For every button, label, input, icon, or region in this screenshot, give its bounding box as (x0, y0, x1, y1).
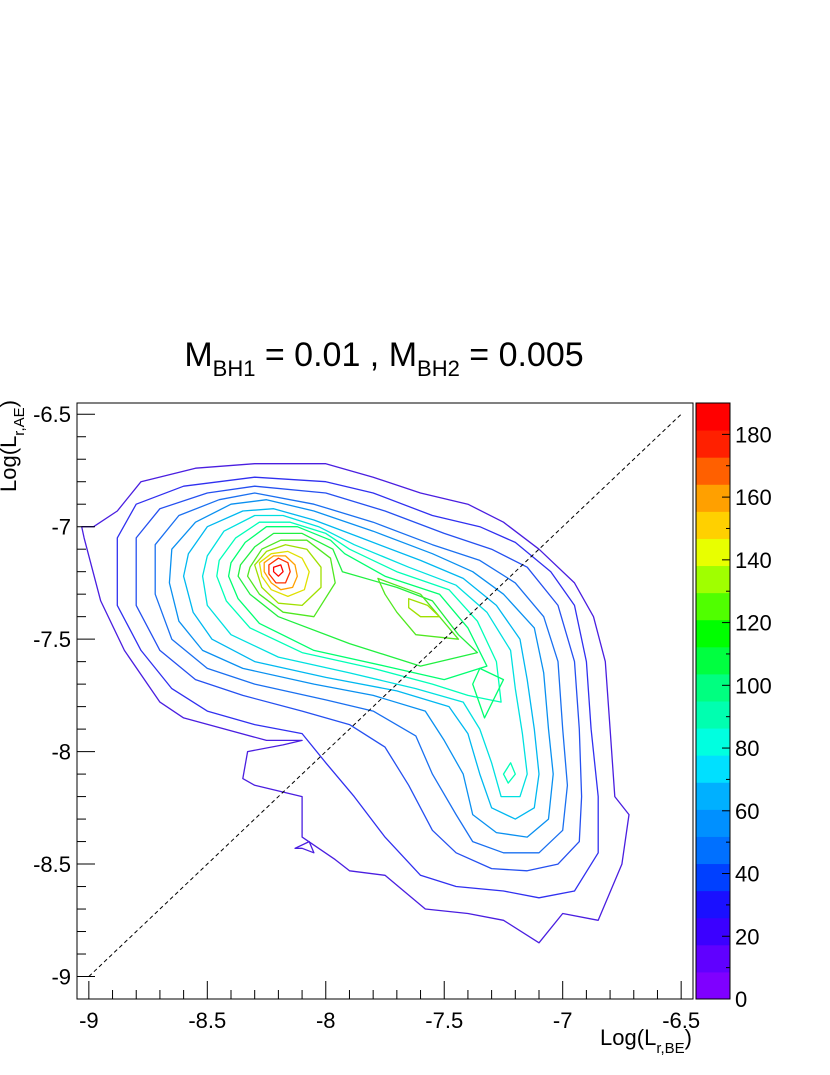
contour-level-10-1 (294, 840, 315, 854)
colorbar-band (696, 917, 730, 946)
colorbar-band (696, 728, 730, 756)
contour-level-190-20 (272, 564, 284, 577)
contour-level-120-16 (408, 598, 441, 618)
contour-level-60-6 (182, 508, 540, 820)
y-tick-label: -7 (51, 515, 71, 540)
colorbar-band (696, 890, 730, 919)
colorbar-tick-label: 140 (735, 548, 772, 573)
y-axis: -9 -8.5 -8 -7.5 -7 -6.5 (33, 402, 95, 1000)
colorbar-tick-label: 40 (735, 862, 759, 887)
colorbar-band (696, 511, 730, 539)
colorbar-tick-label: 20 (735, 924, 759, 949)
colorbar-band (696, 971, 730, 1000)
colorbar-band (696, 755, 730, 783)
colorbar-band (696, 403, 730, 431)
contour-level-90-10 (227, 526, 488, 681)
x-tick-label: -8.5 (188, 1008, 226, 1033)
x-tick-label: -8 (316, 1008, 336, 1033)
contour-level-30-3 (135, 485, 583, 872)
colorbar-frame (695, 402, 731, 1000)
colorbar-band (696, 484, 730, 512)
colorbar-band (696, 619, 730, 648)
plot-frame (76, 402, 694, 1000)
colorbar-band (696, 701, 730, 729)
y-tick-label: -9 (51, 965, 71, 990)
colorbar-tick-label: 0 (735, 987, 747, 1012)
contour-level-10-0 (81, 463, 630, 944)
x-tick-label: -6.5 (662, 1008, 700, 1033)
contour-level-180-19 (268, 557, 291, 584)
contour-level-100-12 (237, 532, 479, 667)
colorbar-axis: 0 20 40 60 80 100 120 140 160 180 (722, 402, 772, 1012)
diagonal-reference-line (88, 413, 682, 977)
contour-lines (81, 463, 630, 944)
y-tick-label: -7.5 (33, 627, 71, 652)
colorbar-tick-label: 100 (735, 673, 772, 698)
contour-level-90-11 (472, 667, 505, 719)
contour-level-110-14 (377, 577, 460, 640)
colorbar-band (696, 863, 730, 892)
contour-level-50-5 (168, 499, 554, 838)
contour-level-110-13 (246, 539, 336, 618)
y-tick-label: -6.5 (33, 402, 71, 427)
contour-level-20-2 (116, 476, 599, 899)
contour-level-40-4 (154, 492, 569, 854)
y-tick-label: -8 (51, 740, 71, 765)
colorbar-tick-label: 180 (735, 422, 772, 447)
colorbar-band (696, 944, 730, 973)
x-tick-label: -7.5 (425, 1008, 463, 1033)
colorbar-band (696, 836, 730, 865)
colorbar (695, 402, 731, 1000)
colorbar-band (696, 809, 730, 837)
colorbar-band (696, 592, 730, 621)
colorbar-tick-label: 120 (735, 611, 772, 636)
contour-level-120-15 (254, 544, 322, 607)
y-axis-label: Log(Lr,AE) (0, 400, 28, 492)
contour-level-70-7 (201, 514, 528, 798)
contour-level-160-18 (263, 555, 298, 591)
x-axis: -9 -8.5 -8 -7.5 -7 -6.5 (79, 981, 700, 1033)
x-axis-label: Log(Lr,BE) (600, 1025, 692, 1057)
chart-title: MBH1 = 0.01 , MBH2 = 0.005 (184, 336, 583, 381)
colorbar-band (696, 646, 730, 675)
colorbar-band (696, 565, 730, 594)
colorbar-tick-label: 60 (735, 799, 759, 824)
y-tick-label: -8.5 (33, 852, 71, 877)
colorbar-tick-label: 80 (735, 736, 759, 761)
contour-level-80-9 (502, 762, 516, 784)
colorbar-band (696, 673, 730, 702)
colorbar-band (696, 538, 730, 567)
contour-level-140-17 (258, 550, 310, 598)
contour-level-80-8 (216, 521, 502, 703)
x-tick-label: -9 (79, 1008, 99, 1033)
colorbar-band (696, 457, 730, 485)
x-tick-label: -7 (553, 1008, 573, 1033)
colorbar-tick-label: 160 (735, 485, 772, 510)
colorbar-band (696, 782, 730, 810)
